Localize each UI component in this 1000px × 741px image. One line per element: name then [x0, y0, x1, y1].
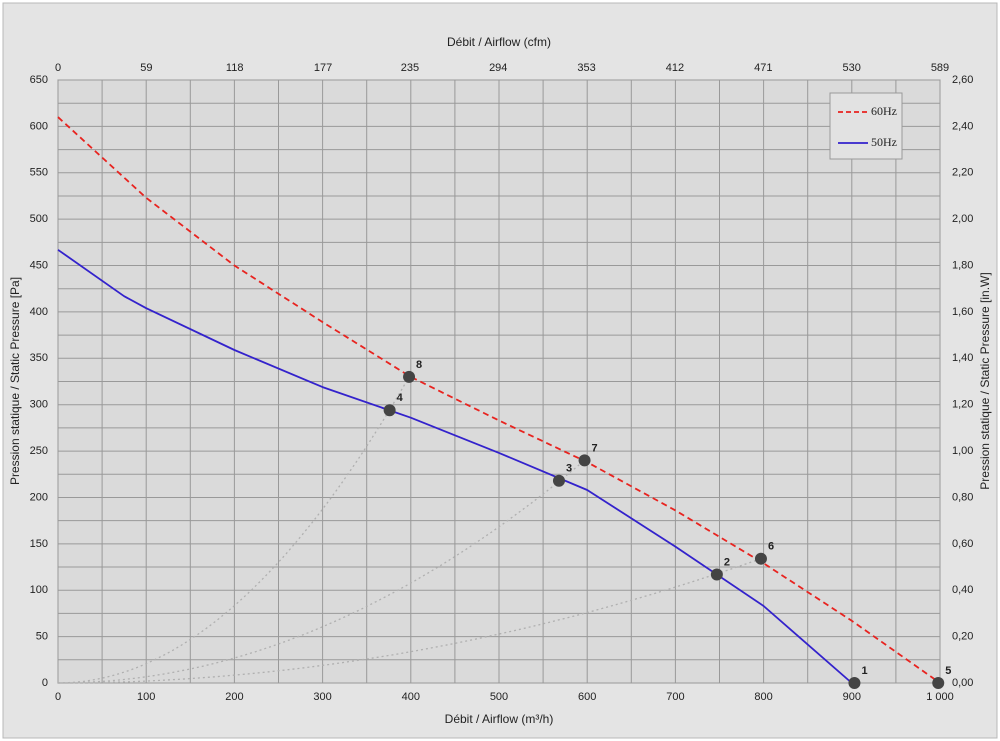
x-tick-label: 900 [843, 691, 861, 703]
y-tick-label: 550 [30, 167, 48, 179]
y2-tick-label: 1,20 [952, 399, 973, 411]
y2-tick-label: 1,40 [952, 352, 973, 364]
y-tick-label: 300 [30, 399, 48, 411]
x2-tick-label: 118 [226, 62, 244, 74]
y2-tick-label: 1,80 [952, 259, 973, 271]
operating-point [383, 404, 396, 417]
x2-tick-label: 235 [401, 62, 419, 74]
x-tick-label: 200 [225, 691, 243, 703]
y2-tick-label: 2,40 [952, 120, 973, 132]
x-tick-label: 400 [402, 691, 420, 703]
y-tick-label: 500 [30, 213, 48, 225]
point-label: 1 [861, 665, 867, 677]
x-tick-label: 600 [578, 691, 596, 703]
point-label: 7 [592, 442, 598, 454]
y2-tick-label: 2,60 [952, 74, 973, 86]
x-tick-label: 500 [490, 691, 508, 703]
y-tick-label: 50 [36, 631, 48, 643]
legend-box [829, 92, 903, 160]
point-label: 2 [724, 556, 730, 568]
series-line [57, 249, 853, 684]
y2-tick-label: 2,20 [952, 167, 973, 179]
x2-axis-title: Débit / Airflow (cfm) [447, 35, 551, 49]
operating-point [552, 474, 565, 487]
system-curve [57, 376, 410, 684]
x-tick-label: 0 [55, 691, 61, 703]
operating-point [754, 552, 767, 565]
y-tick-label: 450 [30, 259, 48, 271]
x2-tick-label: 59 [140, 62, 152, 74]
y2-tick-label: 2,00 [952, 213, 973, 225]
operating-point [578, 454, 591, 467]
x2-tick-label: 294 [489, 62, 507, 74]
x2-tick-label: 412 [666, 62, 684, 74]
point-label: 4 [397, 392, 404, 404]
point-label: 5 [945, 665, 951, 677]
x2-tick-label: 589 [931, 62, 949, 74]
y-tick-label: 600 [30, 120, 48, 132]
x-tick-label: 1 000 [926, 691, 954, 703]
y2-tick-label: 0,00 [952, 677, 973, 689]
operating-point [403, 370, 416, 383]
y2-axis-title: Pression statique / Static Pressure [in.… [978, 272, 992, 489]
x-tick-label: 300 [313, 691, 331, 703]
x2-tick-label: 353 [577, 62, 595, 74]
legend: 60Hz 50Hz [829, 92, 903, 160]
system-curve [57, 459, 586, 684]
legend-label: 50Hz [871, 135, 897, 149]
y-tick-label: 400 [30, 306, 48, 318]
y-tick-label: 200 [30, 491, 48, 503]
x2-tick-label: 471 [754, 62, 772, 74]
operating-point [848, 677, 861, 689]
y-tick-label: 150 [30, 538, 48, 550]
x-tick-label: 100 [137, 691, 155, 703]
x2-tick-label: 0 [55, 62, 61, 74]
y-tick-label: 100 [30, 584, 48, 596]
operating-point [710, 568, 723, 581]
point-label: 8 [416, 359, 422, 371]
y-tick-label: 350 [30, 352, 48, 364]
point-label: 6 [768, 541, 774, 553]
y2-tick-label: 1,60 [952, 306, 973, 318]
y2-tick-label: 0,60 [952, 538, 973, 550]
point-label: 3 [566, 463, 572, 475]
y-axis-title: Pression statique / Static Pressure [Pa] [8, 277, 22, 485]
x-axis-title: Débit / Airflow (m³/h) [445, 712, 554, 726]
legend-label: 60Hz [871, 104, 897, 118]
y2-tick-label: 1,00 [952, 445, 973, 457]
x-tick-label: 800 [754, 691, 772, 703]
x2-tick-label: 177 [314, 62, 332, 74]
x-tick-label: 700 [666, 691, 684, 703]
y2-tick-label: 0,20 [952, 631, 973, 643]
x2-tick-label: 530 [842, 62, 860, 74]
y2-tick-label: 0,40 [952, 584, 973, 596]
y-tick-label: 250 [30, 445, 48, 457]
operating-point [932, 677, 945, 689]
y2-tick-label: 0,80 [952, 491, 973, 503]
series-line [57, 116, 941, 684]
y-tick-label: 0 [42, 677, 48, 689]
y-tick-label: 650 [30, 74, 48, 86]
